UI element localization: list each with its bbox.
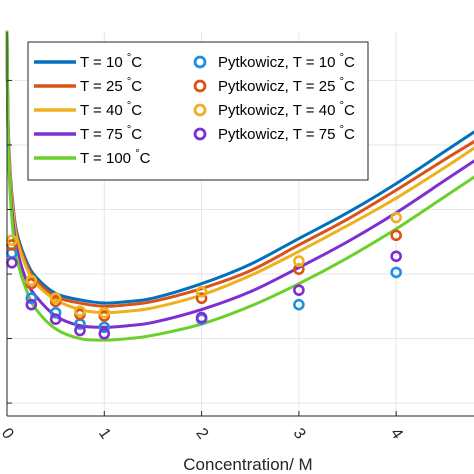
legend-entry: T = 25 °C (34, 76, 142, 95)
axes (6, 32, 474, 417)
legend-label: Pytkowicz, T = 10 °C (218, 52, 355, 71)
legend-marker-swatch (193, 103, 207, 117)
legend-label: T = 75 °C (80, 124, 142, 143)
legend-entry: T = 40 °C (34, 100, 142, 119)
data-point (195, 311, 208, 324)
legend-entry: T = 10 °C (34, 52, 142, 71)
data-point (74, 324, 86, 337)
legend-entry: T = 75 °C (34, 124, 142, 143)
data-point (98, 306, 111, 319)
data-point (74, 305, 86, 317)
data-point (49, 292, 62, 305)
data-point (293, 255, 305, 267)
data-point (98, 327, 111, 340)
legend-label: T = 100 °C (80, 148, 151, 167)
legend-marker-swatch (193, 55, 207, 69)
data-point (25, 292, 38, 305)
legend-entry: Pytkowicz, T = 40 °C (193, 100, 355, 119)
data-point (195, 285, 208, 298)
data-point (195, 292, 208, 305)
legend-entry: Pytkowicz, T = 10 °C (193, 52, 355, 71)
legend-marker-swatch (193, 79, 207, 93)
legend: T = 10 °C T = 25 °C T = 40 °C T = 75 °C T = … (27, 41, 369, 181)
legend-entry: Pytkowicz, T = 75 °C (193, 124, 355, 143)
legend-label: T = 40 °C (80, 100, 142, 119)
data-point (25, 298, 38, 311)
data-point (390, 229, 402, 242)
legend-label: Pytkowicz, T = 25 °C (218, 76, 355, 95)
data-point (390, 211, 402, 224)
legend-label: T = 10 °C (80, 52, 142, 71)
data-point (98, 321, 111, 334)
series-line (5, 30, 474, 342)
data-point (293, 298, 305, 311)
data-point (390, 250, 402, 263)
legend-label: T = 25 °C (80, 76, 142, 95)
legend-label: Pytkowicz, T = 40 °C (218, 100, 355, 119)
data-point (49, 313, 62, 325)
data-point (293, 284, 305, 296)
data-point (49, 306, 62, 319)
series-markers (6, 211, 402, 340)
legend-entry: Pytkowicz, T = 25 °C (193, 76, 355, 95)
x-axis-label: Concentration/ M (183, 455, 312, 474)
legend-marker-swatch (193, 127, 207, 141)
legend-label: Pytkowicz, T = 75 °C (218, 124, 355, 143)
legend-box (27, 41, 369, 181)
data-point (390, 266, 402, 279)
data-point (25, 274, 38, 287)
legend-entry: T = 100 °C (34, 148, 151, 167)
